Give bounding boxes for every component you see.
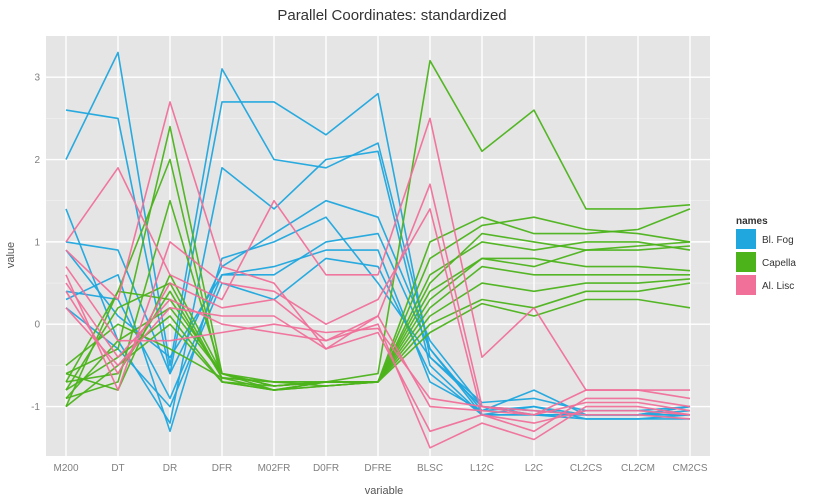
series-line <box>65 282 691 416</box>
series-line <box>65 158 691 407</box>
x-tick-label: DR <box>163 463 177 474</box>
x-tick-labels: M200 DT DR DFR M02FR D0FR DFRE BLSC L12C L2C CL2CS… <box>53 463 707 474</box>
y-tick-label: 3 <box>34 73 40 84</box>
x-tick-label: M02FR <box>258 463 291 474</box>
series-line <box>65 59 691 383</box>
series-lines <box>65 51 691 449</box>
series-line <box>65 208 691 433</box>
y-tick-label: 2 <box>34 155 40 166</box>
x-tick-label: DFRE <box>364 463 392 474</box>
legend-swatch <box>736 275 756 295</box>
series-line <box>65 306 691 433</box>
x-tick-label: D0FR <box>313 463 339 474</box>
y-axis-label: value <box>5 242 17 268</box>
x-tick-label: CL2CM <box>621 463 655 474</box>
y-tick-labels: -1 0 1 2 3 <box>31 73 40 413</box>
x-axis-label: variable <box>365 485 404 497</box>
legend-title: names <box>736 216 768 227</box>
legend-swatch <box>736 229 756 249</box>
x-tick-label: L2C <box>525 463 543 474</box>
chart-title: Parallel Coordinates: standardized <box>277 7 506 24</box>
x-tick-label: CM2CS <box>672 463 707 474</box>
series-line <box>65 266 691 420</box>
x-tick-label: M200 <box>53 463 78 474</box>
y-tick-label: 0 <box>34 320 40 331</box>
legend: names Bl. Fog Capella Al. Lisc <box>736 216 796 295</box>
y-tick-label: 1 <box>34 237 40 248</box>
x-tick-label: CL2CS <box>570 463 603 474</box>
legend-items: Bl. Fog Capella Al. Lisc <box>736 229 796 295</box>
series-line <box>65 282 691 449</box>
x-tick-label: DT <box>111 463 124 474</box>
legend-label: Al. Lisc <box>762 281 794 292</box>
y-tick-label: -1 <box>31 402 40 413</box>
x-tick-label: DFR <box>212 463 233 474</box>
series-line <box>65 232 690 420</box>
legend-label: Bl. Fog <box>762 235 794 246</box>
x-tick-label: L12C <box>470 463 494 474</box>
legend-swatch <box>736 252 756 272</box>
legend-label: Capella <box>762 258 796 269</box>
x-tick-label: BLSC <box>417 463 443 474</box>
